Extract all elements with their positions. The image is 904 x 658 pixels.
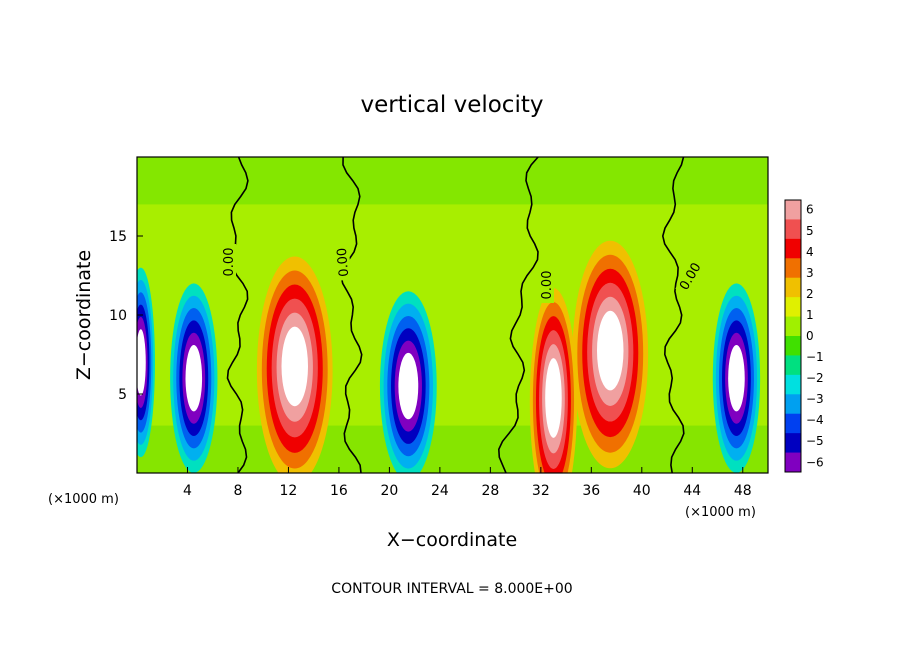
colorbar-tick-label: −5 — [806, 434, 824, 448]
x-tick-label: 48 — [734, 483, 752, 499]
colorbar-tick-label: 4 — [806, 245, 814, 259]
x-tick-label: 44 — [683, 483, 701, 499]
contour-label-bg — [334, 243, 352, 281]
x-tick-label: 24 — [431, 483, 449, 499]
zero-contours — [226, 157, 685, 473]
colorbar-swatch — [785, 433, 801, 454]
y-tick-label: 15 — [109, 229, 127, 245]
updraft-shade — [281, 326, 309, 407]
contour-label-group: 0.00 — [222, 244, 237, 280]
colorbar-tick-label: −2 — [806, 371, 824, 385]
y-tick-label: 10 — [109, 308, 127, 324]
zero-contour-line — [497, 157, 539, 473]
contour-label: 0.00 — [222, 248, 237, 277]
x-tick-label: 32 — [532, 483, 550, 499]
zero-contour-line — [340, 157, 363, 473]
downdraft-shade — [185, 345, 203, 412]
downdraft-shade — [728, 345, 745, 412]
colorbar-swatch — [785, 200, 801, 220]
contour-label-group: 0.00 — [540, 267, 555, 303]
contour-label-bg — [675, 257, 706, 296]
x-tick-label: 4 — [183, 483, 192, 499]
colorbar-tick-label: 3 — [806, 266, 814, 280]
downdraft-shade — [137, 329, 146, 396]
x-tick-label: 40 — [633, 483, 651, 499]
colorbar-swatch — [785, 336, 801, 356]
x-unit-left: (×1000 m) — [48, 492, 119, 507]
updraft-shade — [596, 310, 624, 391]
zero-contour-line — [226, 157, 249, 473]
velocity-field — [137, 157, 768, 473]
colorbar-tick-label: 5 — [806, 224, 814, 238]
colorbar-frame — [784, 199, 802, 473]
colorbar-swatch — [785, 394, 801, 415]
colorbar-swatch — [785, 277, 801, 298]
colorbar-swatch — [785, 297, 801, 318]
y-axis-title: Z−coordinate — [73, 250, 95, 380]
colorbar-swatch — [785, 355, 801, 376]
colorbar-swatch — [785, 258, 801, 279]
colorbar-swatch — [785, 238, 801, 259]
colorbar-tick-label: 1 — [806, 308, 814, 322]
x-axis-title: X−coordinate — [387, 529, 517, 551]
zero-contour-line — [661, 157, 685, 473]
colorbar-tick-label: 0 — [806, 329, 814, 343]
y-tick-label: 5 — [118, 387, 127, 403]
contour-label-bg — [222, 244, 236, 280]
updraft-shade — [545, 358, 562, 438]
x-tick-label: 16 — [330, 483, 348, 499]
x-tick-label: 36 — [582, 483, 600, 499]
contour-label-bg — [540, 267, 554, 303]
x-ticks: 4 8 12 16 20 24 28 32 36 40 44 48 — [183, 467, 752, 499]
colorbar-swatch — [785, 413, 801, 434]
colorbar-tick-label: 6 — [806, 203, 814, 217]
colorbar: 6 5 4 3 2 1 0 −1 −2 −3 −4 −5 −6 — [784, 199, 824, 473]
plot-area — [137, 157, 768, 473]
colorbar-swatch — [785, 316, 801, 337]
colorbar-tick-label: 2 — [806, 287, 814, 301]
y-ticks: 5 10 15 — [109, 229, 143, 403]
colorbar-swatch — [785, 219, 801, 240]
colorbar-tick-label: −6 — [806, 455, 824, 469]
contour-label-group: 0.00 — [334, 243, 352, 281]
downdraft-shade — [398, 352, 419, 420]
chart-title: vertical velocity — [361, 92, 544, 118]
x-tick-label: 28 — [481, 483, 499, 499]
x-tick-label: 12 — [280, 483, 298, 499]
x-tick-label: 8 — [233, 483, 242, 499]
contour-label: 0.00 — [335, 247, 352, 277]
contour-label: 0.00 — [540, 271, 555, 300]
lower-layer — [137, 425, 768, 473]
x-unit-right: (×1000 m) — [685, 505, 756, 520]
plot-background — [137, 157, 768, 473]
colorbar-tick-label: −1 — [806, 350, 824, 364]
colorbar-swatch — [785, 374, 801, 395]
contour-interval-footer: CONTOUR INTERVAL = 8.000E+00 — [331, 581, 572, 597]
colorbar-tick-label: −4 — [806, 413, 824, 427]
colorbar-tick-label: −3 — [806, 392, 824, 406]
x-tick-label: 20 — [380, 483, 398, 499]
colorbar-swatch — [785, 452, 801, 473]
